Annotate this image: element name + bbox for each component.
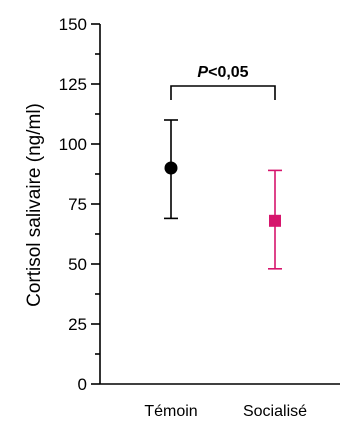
x-tick-label: Socialisé (243, 403, 307, 420)
x-tick-label: Témoin (144, 403, 197, 420)
y-tick-label: 75 (68, 195, 87, 214)
y-tick-label: 125 (59, 75, 87, 94)
significance-label: P<0,05 (197, 64, 248, 81)
significance-bracket (170, 85, 276, 100)
data-point-square (269, 214, 281, 227)
y-tick-label: 50 (68, 255, 87, 274)
y-tick-label: 150 (59, 15, 87, 34)
y-tick-label: 100 (59, 135, 87, 154)
y-axis-title: Cortisol salivaire (ng/ml) (24, 103, 45, 307)
y-tick-label: 0 (78, 375, 87, 394)
data-point-circle (164, 161, 178, 175)
y-ticks: 0 25 50 75 100 125 150 (59, 15, 100, 394)
p-symbol: P (197, 64, 208, 81)
y-tick-label: 25 (68, 315, 87, 334)
significance-annotation: P<0,05 (170, 64, 276, 100)
x-tick-labels: Témoin Socialisé (144, 403, 307, 420)
p-threshold: <0,05 (208, 64, 249, 81)
data-marks (164, 119, 282, 270)
